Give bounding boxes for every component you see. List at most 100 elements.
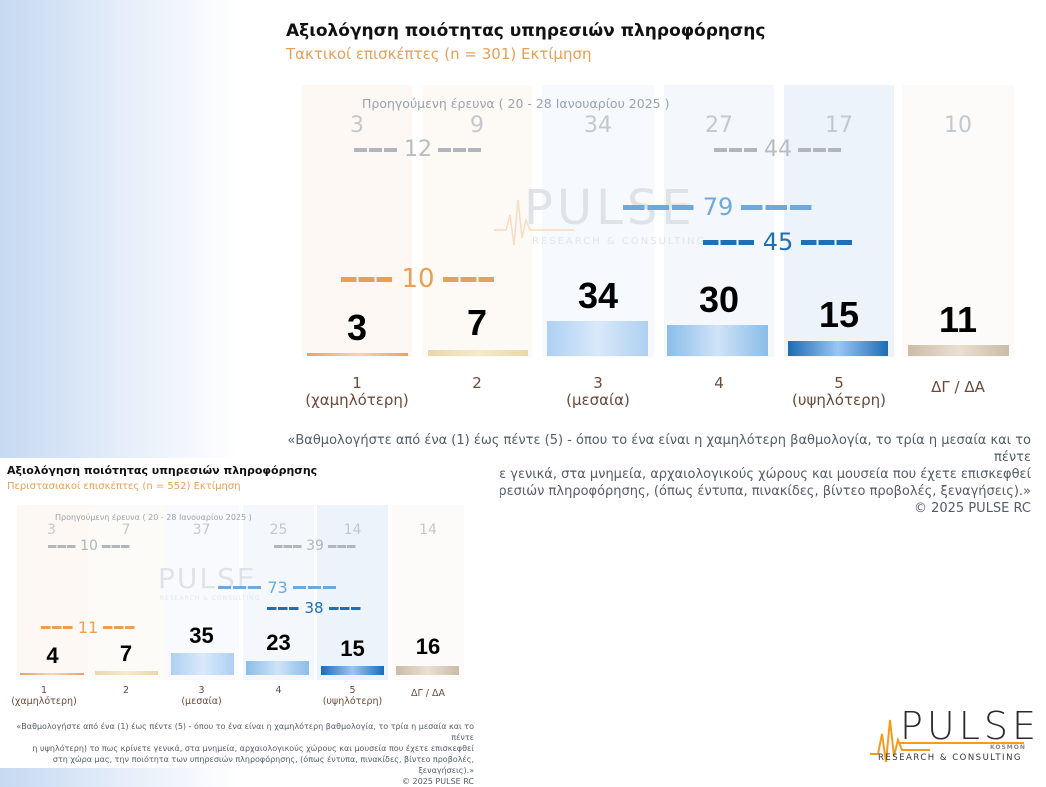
prev-low-aggregate: 10 <box>46 538 132 554</box>
watermark-tagline: RESEARCH & CONSULTING <box>160 595 261 602</box>
current-value-5: 15 <box>340 636 365 661</box>
dash-line <box>218 586 263 589</box>
dash-line <box>103 626 136 629</box>
prev-high-aggregate: 44 <box>712 137 844 162</box>
dash-line <box>442 276 495 282</box>
current-high-3-5-aggregate: 73 <box>215 578 340 597</box>
current-value-dk: 16 <box>415 634 441 659</box>
bar-2 <box>428 350 528 356</box>
logo-sub: KOSMON <box>990 744 1026 751</box>
dash-line <box>741 204 814 210</box>
current-low-aggregate: 11 <box>38 618 138 637</box>
chart-title: Αξιολόγηση ποιότητας υπηρεσιών πληροφόρη… <box>286 21 766 41</box>
prev-value-dk: 14 <box>419 522 437 538</box>
dash-line <box>328 606 361 610</box>
current-value-2: 7 <box>119 641 133 666</box>
prev-low-aggregate: 12 <box>352 137 484 162</box>
pulse-wave-icon <box>870 719 930 763</box>
category-label-dk: ΔΓ / ΔΑ <box>931 378 985 396</box>
column-bg-4 <box>664 85 774 357</box>
prev-value-5: 14 <box>343 522 362 538</box>
dash-line <box>622 204 695 210</box>
current-value-3: 34 <box>577 275 619 316</box>
dash-line <box>292 586 337 589</box>
dash-line <box>101 544 130 548</box>
category-label-1: 1 (χαμηλότερη) <box>305 374 409 410</box>
column-bg-3 <box>164 505 239 680</box>
question-text: «Βαθμολογήστε από ένα (1) έως πέντε (5) … <box>0 721 474 787</box>
category-label-2: 2 <box>122 685 130 696</box>
current-high-4-5-aggregate: 38 <box>264 599 364 617</box>
previous-survey-note: Προηγούμενη έρευνα ( 20 - 28 Ιανουαρίου … <box>55 513 252 522</box>
column-bg-dk <box>392 505 464 680</box>
logo-brand: PULSE <box>900 704 1041 748</box>
current-low-aggregate: 10 <box>338 264 498 294</box>
dash-line <box>341 276 394 282</box>
column-bg-2 <box>88 505 164 680</box>
bar-3 <box>547 321 648 356</box>
chart-title: Αξιολόγηση ποιότητας υπηρεσιών πληροφόρη… <box>7 464 318 477</box>
dash-line <box>438 147 482 152</box>
current-value-2: 7 <box>466 302 488 343</box>
category-label-2: 2 <box>472 374 482 392</box>
current-value-5: 15 <box>818 294 860 335</box>
category-label-1: 1 (χαμηλότερη) <box>11 685 77 707</box>
dash-line <box>798 147 842 152</box>
bar-4 <box>667 325 768 356</box>
category-label-5: 5 (υψηλότερη) <box>791 374 886 410</box>
watermark-pulse-icon <box>494 199 574 246</box>
bar-4 <box>246 661 309 675</box>
bar-5 <box>321 666 384 675</box>
watermark-brand: PULSE <box>158 562 257 595</box>
dash-line <box>267 606 300 610</box>
pulse-logo: PULSE KOSMON RESEARCH & CONSULTING <box>870 706 1040 770</box>
prev-value-2: 9 <box>470 113 484 138</box>
bar-1 <box>307 353 408 356</box>
previous-survey-note: Προηγούμενη έρευνα ( 20 - 28 Ιανουαρίου … <box>362 96 670 111</box>
dash-line <box>327 544 356 548</box>
bar-1 <box>20 673 84 675</box>
prev-value-3: 34 <box>584 113 612 138</box>
copyright: © 2025 PULSE RC <box>401 777 474 786</box>
secondary-chart-panel: Αξιολόγηση ποιότητας υπηρεσιών πληροφόρη… <box>0 458 500 786</box>
column-bg-2 <box>422 85 532 357</box>
dash-line <box>702 239 755 245</box>
prev-value-5: 17 <box>825 113 853 138</box>
logo-tagline: RESEARCH & CONSULTING <box>878 753 1023 763</box>
column-bg-4 <box>243 505 314 680</box>
current-value-3: 35 <box>189 623 214 648</box>
prev-value-3: 37 <box>192 522 211 538</box>
category-label-3: 3 (μεσαία) <box>566 374 630 410</box>
bar-dk <box>396 666 459 675</box>
dash-line <box>801 239 854 245</box>
current-high-3-5-aggregate: 79 <box>620 193 816 221</box>
current-value-4: 30 <box>698 279 740 320</box>
bar-2 <box>95 671 158 675</box>
category-label-4: 4 <box>714 374 724 392</box>
category-label-dk: ΔΓ / ΔΑ <box>410 688 446 699</box>
dash-line <box>714 147 758 152</box>
prev-value-1: 3 <box>47 522 56 538</box>
chart-subtitle: Περιστασιακοί επισκέπτες (n = 552) Εκτίμ… <box>7 481 241 492</box>
column-bg-5 <box>317 505 388 680</box>
dash-line <box>48 544 77 548</box>
current-value-4: 23 <box>266 630 291 655</box>
logo-underline <box>900 742 1024 744</box>
current-high-4-5-aggregate: 45 <box>698 228 858 256</box>
dash-line <box>274 544 303 548</box>
column-bg-3 <box>542 85 654 357</box>
bar-dk <box>908 345 1009 356</box>
prev-value-1: 3 <box>350 113 364 138</box>
prev-value-4: 25 <box>269 522 288 538</box>
bar-3 <box>171 653 234 675</box>
column-bg-5 <box>784 85 894 357</box>
prev-value-2: 7 <box>121 522 131 538</box>
bar-5 <box>788 341 888 356</box>
dash-line <box>40 626 73 629</box>
prev-high-aggregate: 39 <box>272 538 358 554</box>
column-bg-1 <box>302 85 412 357</box>
current-value-1: 3 <box>346 307 368 348</box>
chart-subtitle: Τακτικοί επισκέπτες (n = 301) Εκτίμηση <box>286 45 592 63</box>
column-bg-1 <box>17 505 88 680</box>
watermark-tagline: RESEARCH & CONSULTING <box>532 236 707 247</box>
